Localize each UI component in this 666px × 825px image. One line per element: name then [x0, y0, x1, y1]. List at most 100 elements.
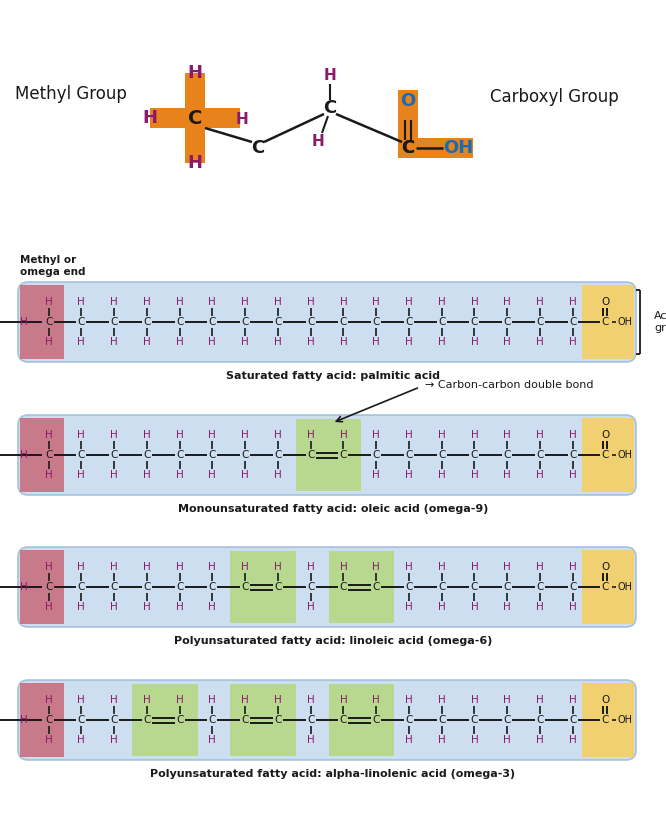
Text: H: H: [312, 134, 324, 148]
Text: H: H: [307, 562, 314, 572]
Text: H: H: [503, 695, 511, 705]
Text: H: H: [307, 735, 314, 745]
Text: H: H: [176, 297, 184, 307]
Text: C: C: [307, 715, 314, 725]
Bar: [328, 551, 394, 623]
Text: C: C: [45, 715, 53, 725]
Text: H: H: [470, 297, 478, 307]
Text: O: O: [601, 297, 609, 307]
Text: C: C: [176, 715, 183, 725]
Text: H: H: [536, 695, 543, 705]
Text: O: O: [400, 92, 416, 110]
Bar: [582, 683, 634, 757]
Text: H: H: [503, 297, 511, 307]
FancyBboxPatch shape: [18, 415, 636, 495]
Text: H: H: [470, 430, 478, 440]
Text: H: H: [77, 695, 85, 705]
Text: H: H: [569, 297, 577, 307]
Text: H: H: [307, 297, 314, 307]
Bar: [230, 684, 296, 756]
Text: O: O: [601, 695, 609, 705]
Bar: [20, 418, 64, 492]
Text: H: H: [241, 297, 249, 307]
Text: H: H: [569, 562, 577, 572]
Text: H: H: [438, 337, 446, 347]
Text: C: C: [405, 715, 412, 725]
Text: C: C: [471, 715, 478, 725]
Text: H: H: [405, 337, 413, 347]
Text: C: C: [569, 450, 576, 460]
Text: H: H: [503, 735, 511, 745]
Text: H: H: [241, 337, 249, 347]
Text: C: C: [340, 317, 347, 327]
Text: C: C: [111, 715, 118, 725]
Text: H: H: [111, 337, 118, 347]
Text: C: C: [402, 139, 415, 157]
Text: H: H: [470, 735, 478, 745]
Text: H: H: [188, 154, 202, 172]
Text: H: H: [208, 602, 216, 612]
Text: H: H: [536, 297, 543, 307]
Text: H: H: [536, 562, 543, 572]
Text: C: C: [251, 139, 264, 157]
Text: H: H: [77, 562, 85, 572]
Text: C: C: [208, 715, 216, 725]
Text: H: H: [405, 470, 413, 480]
Text: H: H: [45, 695, 53, 705]
Bar: [328, 684, 394, 756]
Text: H: H: [372, 562, 380, 572]
FancyBboxPatch shape: [18, 680, 636, 760]
Text: H: H: [77, 430, 85, 440]
Text: H: H: [470, 562, 478, 572]
Bar: [185, 73, 205, 163]
Text: O: O: [601, 562, 609, 572]
Text: H: H: [438, 470, 446, 480]
Text: C: C: [176, 450, 183, 460]
Text: C: C: [45, 450, 53, 460]
Text: Polyunsaturated fatty acid: linoleic acid (omega-6): Polyunsaturated fatty acid: linoleic aci…: [174, 636, 492, 646]
Text: H: H: [438, 430, 446, 440]
Text: H: H: [470, 470, 478, 480]
Text: OH: OH: [617, 582, 633, 592]
Text: C: C: [438, 450, 446, 460]
Text: H: H: [45, 735, 53, 745]
Text: H: H: [77, 602, 85, 612]
Text: C: C: [143, 582, 151, 592]
Text: H: H: [470, 602, 478, 612]
Text: H: H: [208, 470, 216, 480]
Text: H: H: [438, 735, 446, 745]
Text: C: C: [503, 715, 511, 725]
Text: H: H: [176, 337, 184, 347]
Text: C: C: [405, 450, 412, 460]
Text: H: H: [241, 562, 249, 572]
Text: C: C: [438, 582, 446, 592]
Text: H: H: [307, 337, 314, 347]
Text: H: H: [569, 735, 577, 745]
Text: C: C: [372, 317, 380, 327]
Text: C: C: [307, 582, 314, 592]
Text: H: H: [372, 470, 380, 480]
Text: C: C: [471, 582, 478, 592]
Text: H: H: [111, 470, 118, 480]
Text: Carboxyl Group: Carboxyl Group: [490, 88, 619, 106]
Bar: [398, 90, 418, 145]
Text: C: C: [601, 715, 609, 725]
Text: H: H: [536, 602, 543, 612]
Text: H: H: [77, 470, 85, 480]
Text: H: H: [208, 337, 216, 347]
Text: C: C: [208, 317, 216, 327]
Text: H: H: [569, 430, 577, 440]
Text: C: C: [536, 317, 543, 327]
Text: H: H: [208, 297, 216, 307]
Text: C: C: [372, 450, 380, 460]
Text: H: H: [45, 337, 53, 347]
Text: C: C: [45, 317, 53, 327]
Text: H: H: [236, 112, 248, 128]
Text: H: H: [176, 695, 184, 705]
Text: H: H: [307, 695, 314, 705]
Text: C: C: [111, 450, 118, 460]
Text: H: H: [569, 695, 577, 705]
Text: H: H: [324, 68, 336, 83]
Text: H: H: [569, 602, 577, 612]
Text: C: C: [274, 317, 282, 327]
